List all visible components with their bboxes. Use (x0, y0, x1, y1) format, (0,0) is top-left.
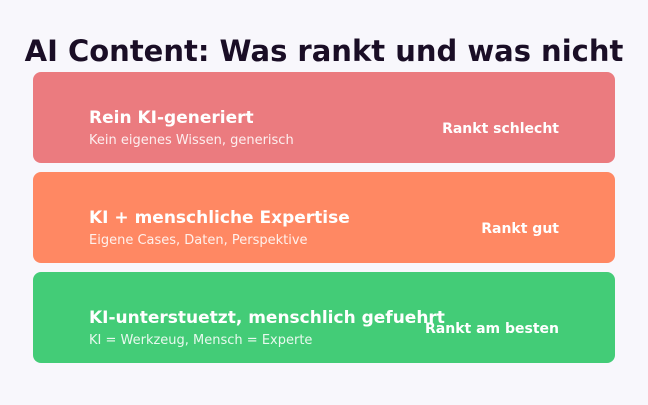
card-rating: Rankt am besten (425, 321, 559, 337)
card-ai-assisted-human-led: KI-unterstuetzt, menschlich gefuehrt KI … (33, 272, 615, 363)
page-title: AI Content: Was rankt und was nicht (24, 34, 624, 68)
card-subtext: Kein eigenes Wissen, generisch (89, 133, 294, 148)
card-heading: Rein KI-generiert (89, 108, 254, 128)
card-subtext: KI = Werkzeug, Mensch = Experte (89, 333, 313, 348)
card-heading: KI + menschliche Expertise (89, 208, 350, 228)
card-subtext: Eigene Cases, Daten, Perspektive (89, 233, 308, 248)
card-ai-plus-expertise: KI + menschliche Expertise Eigene Cases,… (33, 172, 615, 263)
card-rating: Rankt schlecht (442, 121, 559, 137)
card-rating: Rankt gut (481, 221, 559, 237)
card-heading: KI-unterstuetzt, menschlich gefuehrt (89, 308, 445, 328)
card-pure-ai: Rein KI-generiert Kein eigenes Wissen, g… (33, 72, 615, 163)
